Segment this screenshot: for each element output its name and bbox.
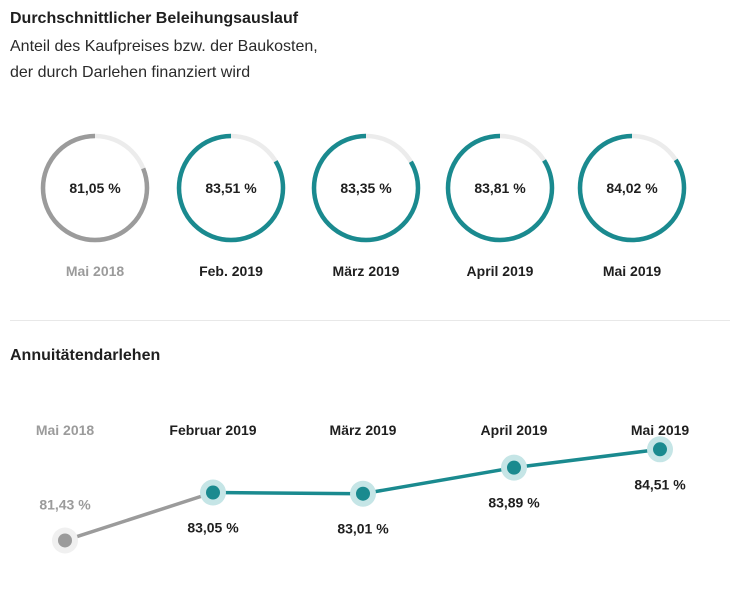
donut-label: Feb. 2019 <box>199 263 263 279</box>
donut-item: 81,05 % Mai 2018 <box>35 129 155 279</box>
donut-ring <box>577 133 687 243</box>
donut-value: 81,05 % <box>69 180 121 196</box>
donut-label: Mai 2018 <box>65 263 125 279</box>
data-label: 84,51 % <box>634 476 686 492</box>
line-series <box>211 447 662 496</box>
data-point <box>356 486 370 501</box>
line-segment-muted <box>63 490 215 543</box>
data-point <box>653 442 667 457</box>
donut-arc <box>445 133 555 243</box>
donut-label: Mai 2019 <box>602 263 662 279</box>
section-divider <box>10 320 730 321</box>
donut-ring <box>445 133 555 243</box>
x-category-label: Februar 2019 <box>169 422 256 438</box>
donut-ring <box>311 133 421 243</box>
data-point <box>58 533 72 548</box>
data-point <box>507 460 521 475</box>
data-point <box>206 485 220 500</box>
donut-value: 83,35 % <box>340 180 392 196</box>
donut-item: 83,81 % April 2019 <box>440 129 560 279</box>
donut-ring <box>40 133 150 243</box>
data-label: 83,89 % <box>488 495 540 511</box>
donut-row: 81,05 % Mai 2018 83,51 % Feb. 2019 83,35 % Mä… <box>0 125 730 285</box>
donut-value: 84,02 % <box>606 180 658 196</box>
data-label: 81,43 % <box>39 496 91 512</box>
x-category-label: März 2019 <box>330 422 397 438</box>
subtitle-line-1: Anteil des Kaufpreises bzw. der Baukoste… <box>10 38 318 55</box>
data-label: 83,05 % <box>187 520 239 536</box>
chart-header: Durchschnittlicher Beleihungsauslauf Ant… <box>10 8 318 86</box>
donut-arc <box>40 133 150 243</box>
x-category-label: Mai 2019 <box>631 422 690 438</box>
donut-arc <box>577 133 687 243</box>
data-label: 83,01 % <box>337 521 389 537</box>
donut-value: 83,51 % <box>205 180 257 196</box>
page-title: Durchschnittlicher Beleihungsauslauf <box>10 10 299 27</box>
donut-item: 83,51 % Feb. 2019 <box>171 129 291 279</box>
donut-item: 83,35 % März 2019 <box>306 129 426 279</box>
donut-arc <box>176 133 286 243</box>
donut-value: 83,81 % <box>474 180 526 196</box>
donut-arc <box>311 133 421 243</box>
section-title: Annuitätendarlehen <box>10 347 161 364</box>
donut-label: April 2019 <box>466 263 534 279</box>
subtitle-line-2: der durch Darlehen finanziert wird <box>10 64 251 81</box>
line-chart: Mai 2018 Februar 2019 März 2019 April 2019 M… <box>36 422 690 554</box>
x-category-label: Mai 2018 <box>36 422 95 438</box>
donut-ring <box>176 133 286 243</box>
page-subtitle: Anteil des Kaufpreises bzw. der Baukoste… <box>10 34 318 86</box>
donut-item: 84,02 % Mai 2019 <box>572 129 692 279</box>
x-category-label: April 2019 <box>481 422 548 438</box>
donut-label: März 2019 <box>332 263 400 279</box>
